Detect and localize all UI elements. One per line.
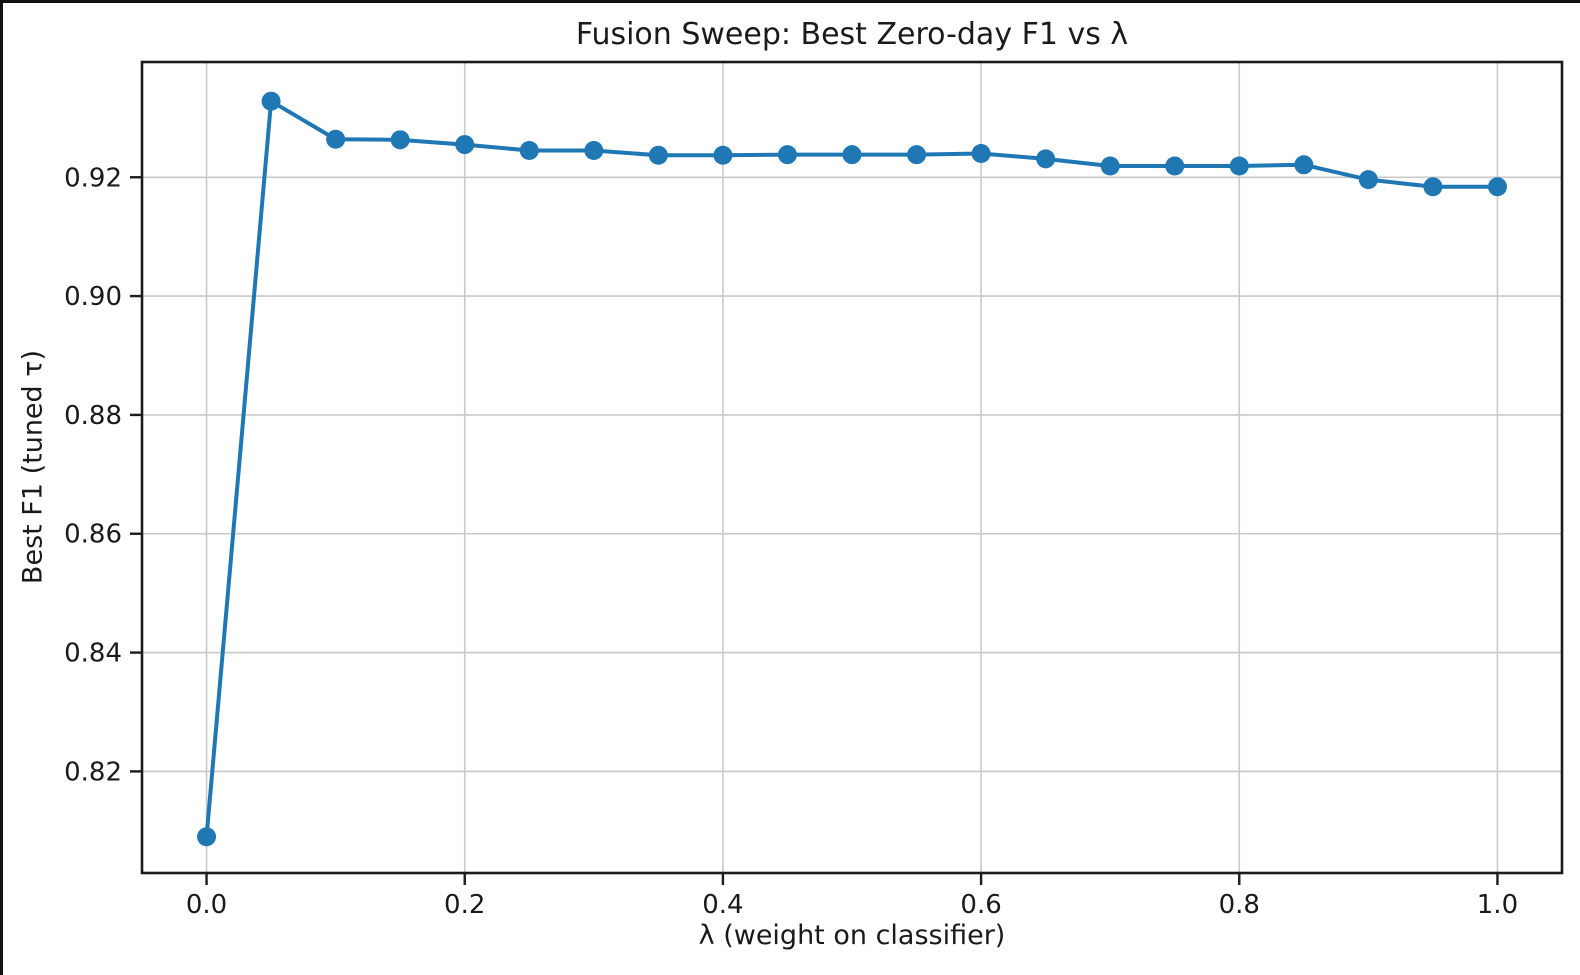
y-tick-label: 0.90: [64, 282, 122, 312]
data-point: [1294, 155, 1314, 175]
x-axis-label: λ (weight on classifier): [698, 920, 1006, 951]
data-point: [1036, 149, 1056, 169]
window-edge-top: [0, 0, 1580, 3]
y-tick-label: 0.82: [64, 757, 122, 787]
data-point: [1229, 156, 1249, 176]
data-point: [1423, 177, 1443, 197]
x-tick-label: 0.8: [1219, 890, 1260, 920]
y-axis-label: Best F1 (tuned τ): [17, 349, 49, 585]
data-point: [777, 145, 797, 165]
data-point: [584, 141, 604, 161]
axes-spines: [140, 60, 1564, 875]
data-point: [519, 141, 539, 161]
y-tick-label: 0.84: [64, 639, 122, 669]
x-tick-label: 0.2: [444, 890, 485, 920]
data-point: [971, 143, 991, 163]
data-point: [326, 129, 346, 149]
data-point: [713, 145, 733, 165]
data-point: [1100, 156, 1120, 176]
x-tick-label: 0.0: [186, 890, 227, 920]
data-point: [1358, 170, 1378, 190]
data-point: [455, 135, 475, 155]
y-tick-label: 0.88: [64, 401, 122, 431]
x-tick-label: 0.6: [960, 890, 1001, 920]
data-line: [204, 99, 1500, 839]
x-tick-label: 0.4: [702, 890, 743, 920]
window-edge-left: [0, 0, 3, 975]
x-tick-label: 1.0: [1477, 890, 1518, 920]
data-point: [907, 145, 927, 165]
data-point: [1165, 156, 1185, 176]
y-tick-label: 0.86: [64, 520, 122, 550]
data-point: [648, 145, 668, 165]
data-point: [842, 145, 862, 165]
chart-title: Fusion Sweep: Best Zero-day F1 vs λ: [575, 17, 1129, 52]
data-point: [390, 130, 410, 150]
data-point: [197, 827, 217, 847]
data-point: [1487, 177, 1507, 197]
y-tick-label: 0.92: [64, 163, 122, 193]
data-point: [261, 91, 281, 111]
